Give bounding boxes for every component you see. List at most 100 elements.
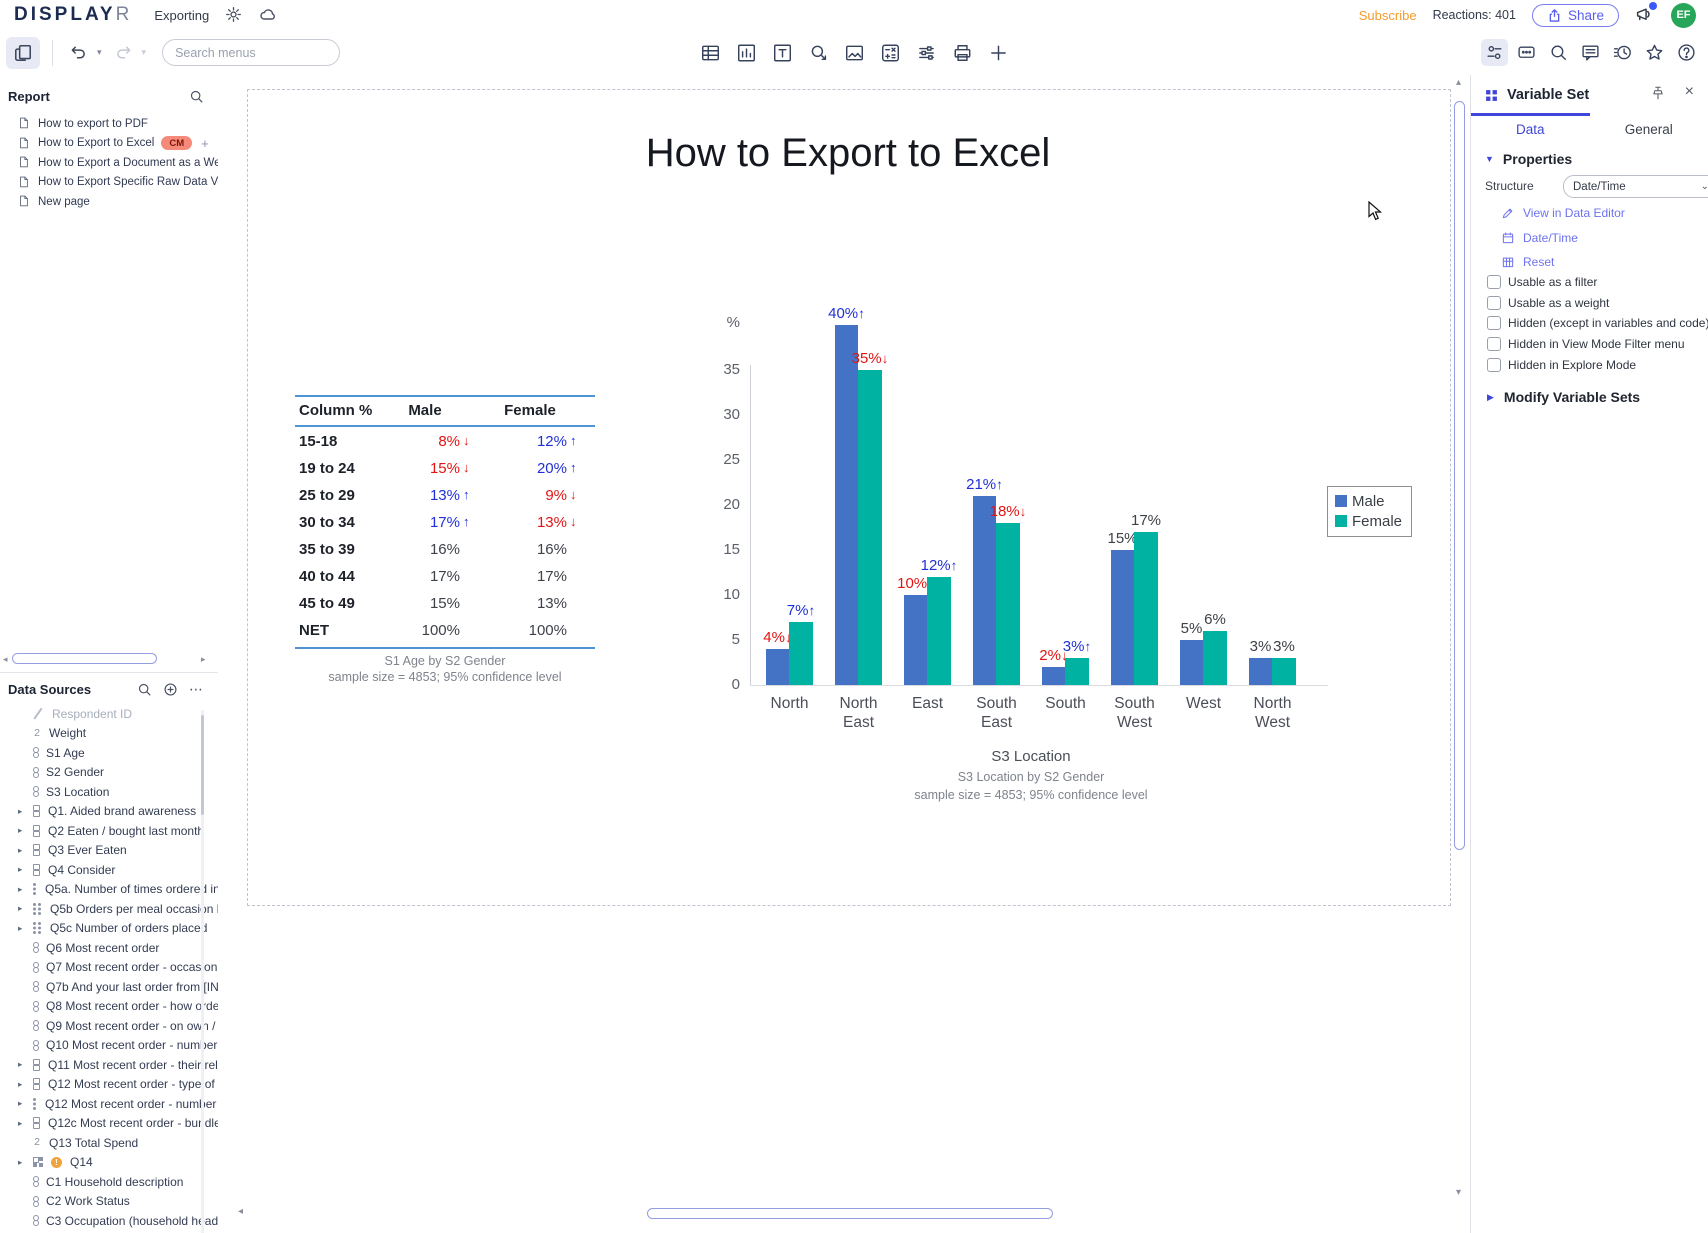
report-page-item[interactable]: How to Export Specific Raw Data Va <box>0 173 218 193</box>
checkbox[interactable] <box>1487 337 1501 352</box>
checkbox-row[interactable]: Hidden in View Mode Filter menu <box>1487 334 1708 355</box>
modify-variable-sets-header[interactable]: ▶ Modify Variable Sets <box>1487 389 1641 405</box>
data-source-item[interactable]: ▸ Q5a. Number of times ordered in la <box>0 880 218 900</box>
expand-arrow-icon[interactable]: ▸ <box>18 844 23 855</box>
data-source-item[interactable]: ▸! Q14 <box>0 1153 218 1173</box>
redo-dropdown-caret[interactable]: ▾ <box>141 47 147 57</box>
checkbox-row[interactable]: Usable as a weight <box>1487 293 1708 314</box>
data-source-item[interactable]: Q10 Most recent order - number o <box>0 1036 218 1056</box>
search-button[interactable] <box>1545 39 1572 66</box>
expand-arrow-icon[interactable]: ▸ <box>18 825 23 836</box>
data-source-item[interactable]: ▸ Q5c Number of orders placed <box>0 919 218 939</box>
object-inspector-button[interactable] <box>1481 39 1508 66</box>
data-source-item[interactable]: S1 Age <box>0 743 218 763</box>
expand-arrow-icon[interactable]: ▸ <box>18 883 23 894</box>
expand-arrow-icon[interactable]: ▸ <box>18 903 23 914</box>
data-source-item[interactable]: S2 Gender <box>0 763 218 783</box>
history-button[interactable] <box>1609 39 1636 66</box>
data-source-item[interactable]: ▸ Q11 Most recent order - their relati <box>0 1055 218 1075</box>
reset-link[interactable]: Reset <box>1501 250 1625 275</box>
report-page-item[interactable]: How to export to PDF <box>0 114 218 134</box>
undo-button[interactable] <box>65 39 92 66</box>
data-source-item[interactable]: 2 Weight <box>0 724 218 744</box>
expand-arrow-icon[interactable]: ▸ <box>18 922 23 933</box>
data-source-item[interactable]: Q9 Most recent order - on own / w <box>0 1016 218 1036</box>
shape-tool-button[interactable] <box>805 39 832 66</box>
data-sources-more-icon[interactable]: ⋯ <box>189 681 204 697</box>
comments-button[interactable] <box>1513 39 1540 66</box>
checkbox[interactable] <box>1487 357 1501 372</box>
add-page-icon[interactable]: + <box>201 135 209 151</box>
properties-section-header[interactable]: ▼ Properties <box>1485 151 1573 167</box>
data-source-item[interactable]: Q8 Most recent order - how ordere <box>0 997 218 1017</box>
data-source-item[interactable]: C3 Occupation (household head) <box>0 1211 218 1231</box>
structure-select[interactable]: Date/Time ⌄ <box>1563 175 1708 198</box>
pin-icon[interactable] <box>1650 85 1666 101</box>
date-time-link[interactable]: Date/Time <box>1501 226 1625 251</box>
checkbox-row[interactable]: Usable as a filter <box>1487 272 1708 293</box>
expand-arrow-icon[interactable]: ▸ <box>18 1156 23 1167</box>
expand-arrow-icon[interactable]: ▸ <box>18 1098 23 1109</box>
tab-data[interactable]: Data <box>1515 122 1545 137</box>
add-data-source-icon[interactable] <box>163 682 178 697</box>
search-menus-input[interactable] <box>162 39 341 66</box>
data-source-item[interactable]: C1 Household description <box>0 1172 218 1192</box>
data-source-item[interactable]: ▸ Q12 Most recent order - number o <box>0 1094 218 1114</box>
checkbox[interactable] <box>1487 316 1501 331</box>
subscribe-link[interactable]: Subscribe <box>1358 7 1417 23</box>
data-source-item[interactable]: ▸ Q5b Orders per meal occasion last <box>0 899 218 919</box>
data-sources-search-icon[interactable] <box>137 682 152 697</box>
calculation-tool-button[interactable] <box>877 39 904 66</box>
tab-general[interactable]: General <box>1624 122 1673 137</box>
canvas-vertical-scrollbar[interactable] <box>1454 101 1465 850</box>
data-sources-scroll-track[interactable] <box>201 710 204 1233</box>
data-source-item[interactable]: S3 Location <box>0 782 218 802</box>
scroll-right-arrow[interactable]: ▸ <box>201 654 206 664</box>
filters-tool-button[interactable] <box>913 39 940 66</box>
table-tool-button[interactable] <box>697 39 724 66</box>
crosstab-table[interactable]: Column % Male Female 15-18 8% ↓ 12% ↑ 19 to 24 15… <box>295 395 595 695</box>
canvas-scroll-up-arrow[interactable]: ▴ <box>1456 77 1462 88</box>
data-source-item[interactable]: Q6 Most recent order <box>0 938 218 958</box>
text-box-tool-button[interactable] <box>769 39 796 66</box>
scroll-left-arrow[interactable]: ◂ <box>3 654 8 664</box>
expand-arrow-icon[interactable]: ▸ <box>18 1117 23 1128</box>
checkbox[interactable] <box>1487 295 1501 310</box>
user-avatar[interactable]: EF <box>1671 2 1696 28</box>
bar-chart[interactable]: 0 5 10 15 20 25 30 35% 4%↓ 7%↑ North 40%↑ 35%↓ NorthE… <box>678 305 1413 890</box>
page-title[interactable]: How to Export to Excel <box>645 131 1051 175</box>
undo-dropdown-caret[interactable]: ▾ <box>97 47 102 57</box>
data-source-item[interactable]: ▸ Q12c Most recent order - bundle o <box>0 1114 218 1134</box>
data-source-item[interactable]: C2 Work Status <box>0 1192 218 1212</box>
add-tool-button[interactable] <box>985 39 1012 66</box>
canvas-scroll-left-arrow[interactable]: ◂ <box>238 1206 244 1217</box>
report-page-item[interactable]: How to Export a Document as a Web <box>0 153 218 173</box>
announcements-megaphone-icon[interactable] <box>1635 2 1657 25</box>
help-button[interactable] <box>1673 39 1700 66</box>
sidebar-horizontal-scrollbar[interactable]: ◂ ▸ <box>0 653 218 667</box>
pages-panel-button[interactable] <box>6 36 40 69</box>
data-source-item[interactable]: ▸ Q4 Consider <box>0 860 218 880</box>
checkbox-row[interactable]: Hidden in Explore Mode <box>1487 354 1708 375</box>
favorites-button[interactable] <box>1641 39 1668 66</box>
report-search-icon[interactable] <box>189 89 204 104</box>
view-in-data-editor-link[interactable]: View in Data Editor <box>1501 201 1625 226</box>
close-icon[interactable]: × <box>1684 83 1694 100</box>
image-tool-button[interactable] <box>841 39 868 66</box>
expand-arrow-icon[interactable]: ▸ <box>18 1059 23 1070</box>
data-source-item[interactable]: Q7 Most recent order - occasion <box>0 958 218 978</box>
checkbox-row[interactable]: Hidden (except in variables and code) <box>1487 313 1708 334</box>
redo-button[interactable] <box>110 39 137 66</box>
data-source-item[interactable]: Respondent ID <box>0 704 218 724</box>
canvas-scroll-down-arrow[interactable]: ▾ <box>1456 1187 1462 1198</box>
menu-exporting[interactable]: Exporting <box>154 7 210 23</box>
share-button[interactable]: Share <box>1531 3 1619 27</box>
settings-gear-icon[interactable] <box>225 6 243 24</box>
expand-arrow-icon[interactable]: ▸ <box>18 864 23 875</box>
checkbox[interactable] <box>1487 275 1501 290</box>
data-source-item[interactable]: ▸ Q3 Ever Eaten <box>0 841 218 861</box>
expand-arrow-icon[interactable]: ▸ <box>18 805 23 816</box>
report-page-item[interactable]: How to Export to Excel CM + <box>0 134 218 154</box>
notes-button[interactable] <box>1577 39 1604 66</box>
expand-arrow-icon[interactable]: ▸ <box>18 1078 23 1089</box>
